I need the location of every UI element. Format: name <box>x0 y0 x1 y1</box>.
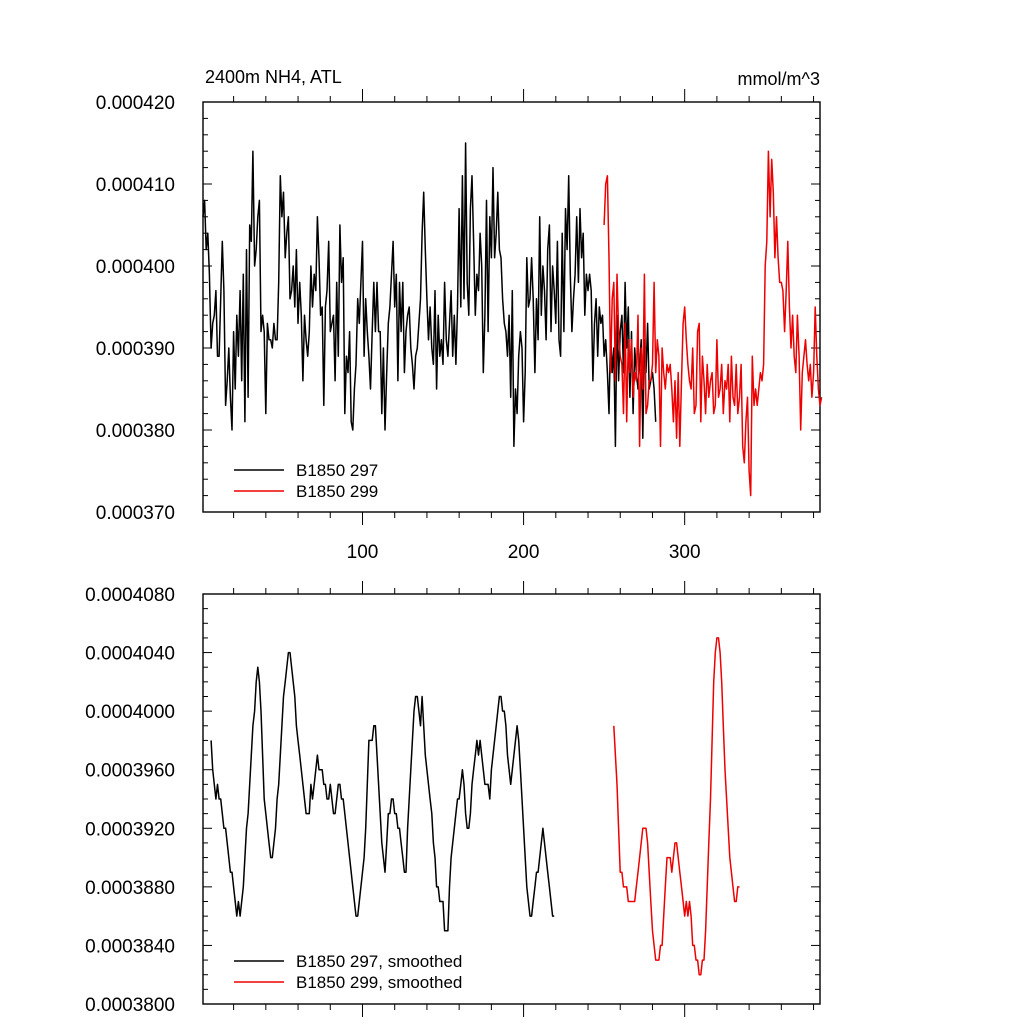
top-plot-frame <box>202 101 821 513</box>
bottom-y-tick-label: 0.0004000 <box>85 702 175 723</box>
top-legend: B1850 297 B1850 299 <box>234 461 378 501</box>
top-x-tick-label: 200 <box>508 542 540 563</box>
bottom-y-tick-label: 0.0003920 <box>85 819 175 840</box>
bottom-y-tick-label: 0.0004040 <box>85 644 175 665</box>
bottom-y-tick-label: 0.0003800 <box>85 995 175 1016</box>
top-series-line-2 <box>603 150 823 497</box>
bottom-series-line-1 <box>210 651 555 932</box>
top-y-tick-label: 0.000400 <box>96 257 175 278</box>
top-lines <box>202 142 823 497</box>
top-y-tick-label: 0.000410 <box>96 175 175 196</box>
bottom-lines <box>210 637 740 976</box>
top-series-line-1 <box>202 142 657 448</box>
top-y-tick-label: 0.000370 <box>96 503 175 524</box>
top-ticks: 0.000370 0.000380 0.000390 0.000400 0.000410… <box>96 89 820 563</box>
top-legend-label-2: B1850 299 <box>296 482 378 501</box>
bottom-y-tick-label: 0.0003880 <box>85 878 175 899</box>
top-units-label: mmol/m^3 <box>738 69 820 89</box>
top-y-tick-label: 0.000390 <box>96 339 175 360</box>
bottom-legend: B1850 297, smoothed B1850 299, smoothed <box>234 952 462 992</box>
bottom-y-tick-label: 0.0003840 <box>85 936 175 957</box>
bottom-y-tick-label: 0.0004080 <box>85 585 175 606</box>
bottom-series-line-2 <box>613 637 740 976</box>
top-y-tick-label: 0.000420 <box>96 93 175 114</box>
top-y-tick-label: 0.000380 <box>96 421 175 442</box>
bottom-y-tick-label: 0.0003960 <box>85 761 175 782</box>
bottom-legend-label-2: B1850 299, smoothed <box>296 973 462 992</box>
bottom-ticks: 0.0003800 0.0003840 0.0003880 0.0003920 0.00… <box>85 581 820 1017</box>
top-panel: 0.000370 0.000380 0.000390 0.000400 0.000410… <box>96 67 823 563</box>
top-chart-title: 2400m NH4, ATL <box>205 67 342 87</box>
bottom-panel: 0.0003800 0.0003840 0.0003880 0.0003920 0.00… <box>85 581 821 1017</box>
top-legend-label-1: B1850 297 <box>296 461 378 480</box>
top-x-tick-label: 300 <box>669 542 701 563</box>
bottom-legend-label-1: B1850 297, smoothed <box>296 952 462 971</box>
bottom-plot-frame <box>202 593 821 1005</box>
top-x-tick-label: 100 <box>347 542 379 563</box>
